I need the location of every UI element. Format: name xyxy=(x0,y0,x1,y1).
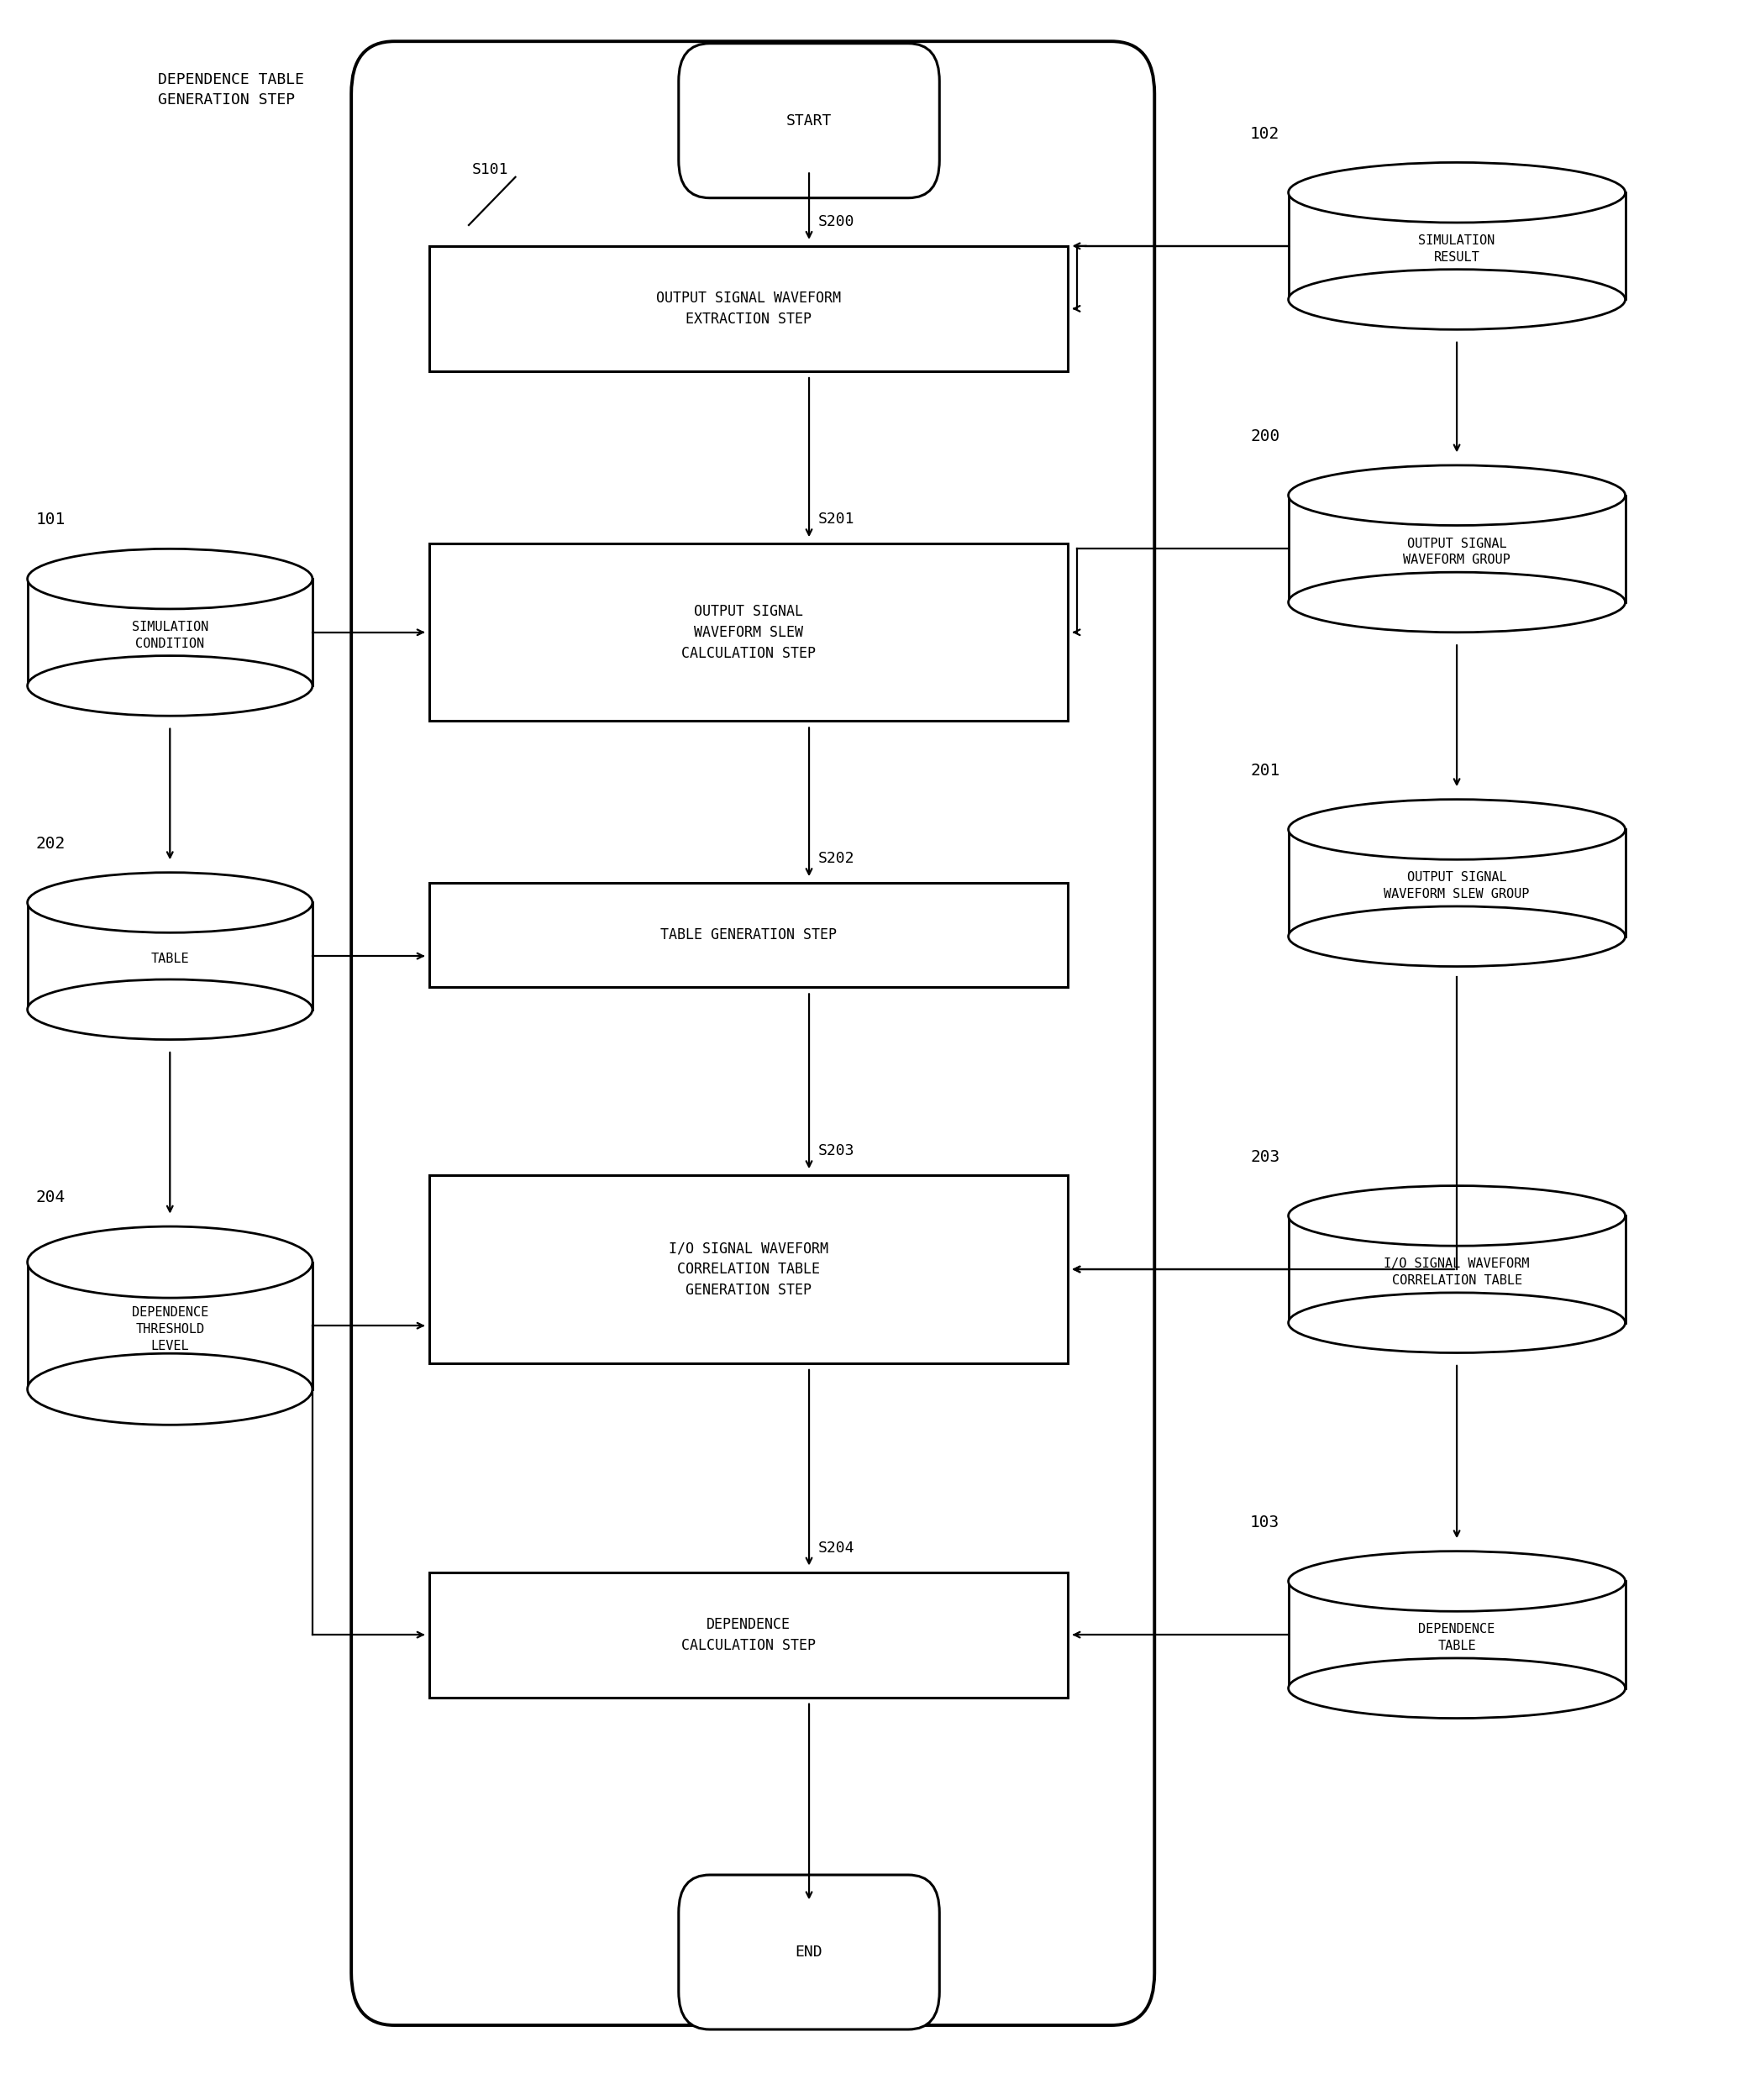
Ellipse shape xyxy=(1289,1659,1626,1718)
Text: TABLE: TABLE xyxy=(151,953,190,966)
Text: 203: 203 xyxy=(1250,1149,1280,1166)
Polygon shape xyxy=(1289,193,1626,300)
Ellipse shape xyxy=(1289,466,1626,525)
Text: DEPENDENCE
CALCULATION STEP: DEPENDENCE CALCULATION STEP xyxy=(682,1617,816,1653)
Polygon shape xyxy=(1289,496,1626,603)
Text: S201: S201 xyxy=(817,512,854,527)
Text: SIMULATION
CONDITION: SIMULATION CONDITION xyxy=(132,622,209,651)
Text: S202: S202 xyxy=(817,851,854,865)
Polygon shape xyxy=(28,1262,313,1388)
Text: START: START xyxy=(786,113,831,128)
FancyBboxPatch shape xyxy=(430,246,1068,372)
Text: TABLE GENERATION STEP: TABLE GENERATION STEP xyxy=(661,928,836,943)
Ellipse shape xyxy=(28,1226,313,1298)
Text: 102: 102 xyxy=(1250,126,1280,141)
Ellipse shape xyxy=(1289,907,1626,966)
Text: 204: 204 xyxy=(37,1189,66,1205)
FancyBboxPatch shape xyxy=(678,44,939,197)
Text: 202: 202 xyxy=(37,836,66,853)
Polygon shape xyxy=(28,580,313,687)
Text: END: END xyxy=(795,1945,823,1959)
Polygon shape xyxy=(28,903,313,1010)
Ellipse shape xyxy=(28,1352,313,1426)
Text: 101: 101 xyxy=(37,512,66,527)
Text: 103: 103 xyxy=(1250,1514,1280,1531)
Text: S204: S204 xyxy=(817,1539,854,1556)
Ellipse shape xyxy=(28,872,313,932)
FancyBboxPatch shape xyxy=(430,1176,1068,1363)
Text: S203: S203 xyxy=(817,1144,854,1159)
Ellipse shape xyxy=(1289,1294,1626,1352)
Text: SIMULATION
RESULT: SIMULATION RESULT xyxy=(1419,235,1496,265)
FancyBboxPatch shape xyxy=(430,1573,1068,1697)
Ellipse shape xyxy=(28,979,313,1040)
Text: I/O SIGNAL WAVEFORM
CORRELATION TABLE: I/O SIGNAL WAVEFORM CORRELATION TABLE xyxy=(1384,1258,1530,1287)
Text: 200: 200 xyxy=(1250,428,1280,445)
FancyBboxPatch shape xyxy=(430,882,1068,987)
Ellipse shape xyxy=(1289,800,1626,859)
Ellipse shape xyxy=(28,655,313,716)
Ellipse shape xyxy=(1289,162,1626,223)
Text: OUTPUT SIGNAL
WAVEFORM SLEW GROUP: OUTPUT SIGNAL WAVEFORM SLEW GROUP xyxy=(1384,872,1530,901)
Text: DEPENDENCE
THRESHOLD
LEVEL: DEPENDENCE THRESHOLD LEVEL xyxy=(132,1306,209,1352)
FancyBboxPatch shape xyxy=(430,544,1068,720)
Text: S200: S200 xyxy=(817,214,854,229)
Polygon shape xyxy=(1289,830,1626,937)
Text: I/O SIGNAL WAVEFORM
CORRELATION TABLE
GENERATION STEP: I/O SIGNAL WAVEFORM CORRELATION TABLE GE… xyxy=(670,1241,828,1298)
Text: OUTPUT SIGNAL
WAVEFORM GROUP: OUTPUT SIGNAL WAVEFORM GROUP xyxy=(1403,538,1511,567)
Ellipse shape xyxy=(1289,1186,1626,1245)
Ellipse shape xyxy=(28,548,313,609)
Ellipse shape xyxy=(1289,269,1626,330)
Text: S101: S101 xyxy=(473,162,510,179)
Text: DEPENDENCE
TABLE: DEPENDENCE TABLE xyxy=(1419,1623,1496,1653)
Text: OUTPUT SIGNAL WAVEFORM
EXTRACTION STEP: OUTPUT SIGNAL WAVEFORM EXTRACTION STEP xyxy=(656,290,842,328)
Ellipse shape xyxy=(1289,571,1626,632)
Polygon shape xyxy=(1289,1216,1626,1323)
Text: 201: 201 xyxy=(1250,762,1280,779)
Text: OUTPUT SIGNAL
WAVEFORM SLEW
CALCULATION STEP: OUTPUT SIGNAL WAVEFORM SLEW CALCULATION … xyxy=(682,605,816,662)
FancyBboxPatch shape xyxy=(678,1875,939,2029)
Polygon shape xyxy=(1289,1581,1626,1688)
Text: DEPENDENCE TABLE
GENERATION STEP: DEPENDENCE TABLE GENERATION STEP xyxy=(158,74,304,107)
Ellipse shape xyxy=(1289,1552,1626,1611)
